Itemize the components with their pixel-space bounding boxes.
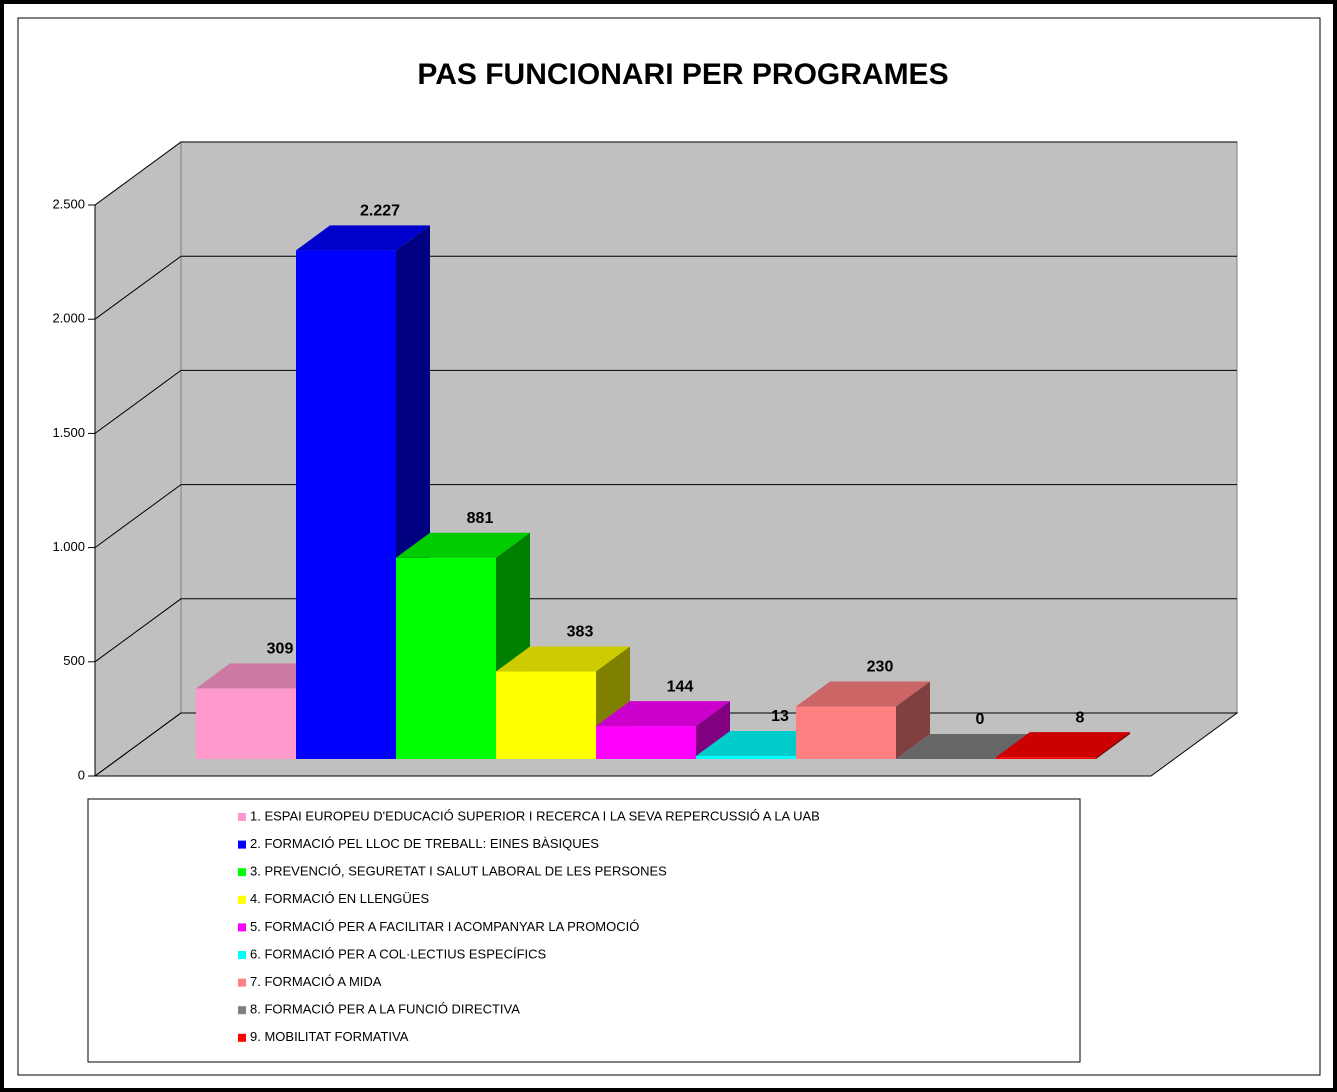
value-label: 13 <box>771 708 789 725</box>
bar-top <box>996 732 1130 758</box>
legend-label: 5. FORMACIÓ PER A FACILITAR I ACOMPANYAR… <box>250 919 639 934</box>
value-label: 8 <box>1076 709 1085 726</box>
bar-front <box>196 688 296 759</box>
legend-box <box>87 798 1081 1063</box>
y-tick-label: 1.000 <box>52 539 85 554</box>
grid-line <box>94 369 1237 434</box>
legend-swatch <box>238 895 246 904</box>
bar-front <box>496 671 596 759</box>
value-label: 0 <box>976 711 985 728</box>
bar-side <box>1096 732 1130 759</box>
inner-frame <box>17 17 1321 1076</box>
bar-front <box>796 706 896 759</box>
bar-side <box>696 701 730 759</box>
legend-label: 8. FORMACIÓ PER A LA FUNCIÓ DIRECTIVA <box>250 1002 520 1017</box>
legend-label: 1. ESPAI EUROPEU D'EDUCACIÓ SUPERIOR I R… <box>250 808 820 823</box>
grid-line <box>94 598 1237 663</box>
grid-line <box>94 484 1237 549</box>
bar-top <box>496 646 630 672</box>
grid-line <box>94 255 1237 320</box>
bar-front <box>596 726 696 759</box>
bar-front <box>996 757 1096 759</box>
bar-top <box>796 681 930 707</box>
legend-label: 6. FORMACIÓ PER A COL·LECTIUS ESPECÍFICS <box>250 946 547 961</box>
legend-swatch <box>238 868 246 877</box>
legend-swatch <box>238 1006 246 1015</box>
chart-title: PAS FUNCIONARI PER PROGRAMES <box>417 58 948 91</box>
bar-top <box>296 225 430 251</box>
legend-swatch <box>238 923 246 932</box>
legend-label: 7. FORMACIÓ A MIDA <box>250 974 382 989</box>
bar-front <box>296 250 396 759</box>
bar-front <box>696 756 796 759</box>
value-label: 144 <box>667 678 694 695</box>
grid-line <box>94 141 1237 206</box>
y-tick-label: 2.500 <box>52 196 85 211</box>
y-tick-label: 0 <box>78 767 85 782</box>
legend-swatch <box>238 951 246 959</box>
value-label: 881 <box>467 510 494 527</box>
legend-label: 4. FORMACIÓ EN LLENGÜES <box>250 891 429 906</box>
bar-side <box>896 681 930 759</box>
legend-label: 2. FORMACIÓ PEL LLOC DE TREBALL: EINES B… <box>250 836 599 851</box>
legend-swatch <box>238 813 246 821</box>
y-tick-label: 1.500 <box>52 425 85 440</box>
value-label: 230 <box>867 659 894 676</box>
legend-swatch <box>238 1033 246 1042</box>
y-tick-label: 2.000 <box>52 311 85 326</box>
bar-top <box>596 701 730 727</box>
value-label: 2.227 <box>360 203 400 220</box>
value-label: 383 <box>567 624 594 641</box>
side-wall <box>94 141 182 777</box>
y-tick-label: 500 <box>63 653 85 668</box>
bar-top <box>396 532 530 558</box>
legend-swatch <box>238 840 246 849</box>
legend-label: 9. MOBILITAT FORMATIVA <box>250 1029 409 1044</box>
value-label: 309 <box>267 641 294 658</box>
bar-front <box>396 557 496 759</box>
bar-top <box>896 734 1030 759</box>
legend-swatch <box>238 978 246 987</box>
legend-label: 3. PREVENCIÓ, SEGURETAT I SALUT LABORAL … <box>250 864 667 879</box>
